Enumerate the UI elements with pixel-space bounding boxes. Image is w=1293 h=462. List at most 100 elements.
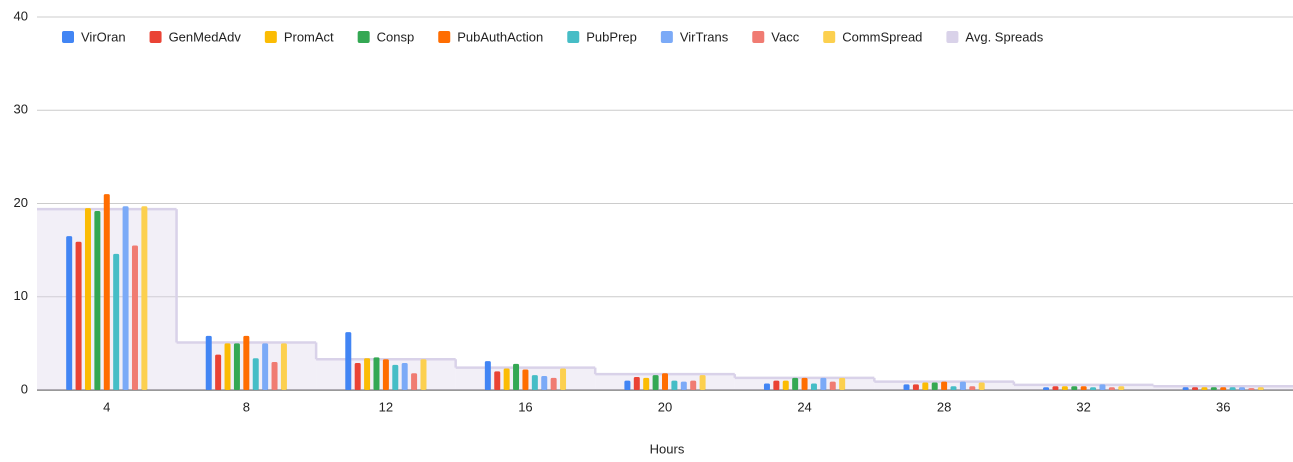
bar bbox=[271, 362, 278, 390]
bar bbox=[931, 382, 938, 390]
x-tick-label: 32 bbox=[1076, 399, 1090, 414]
legend-label: VirTrans bbox=[680, 29, 729, 44]
bar bbox=[252, 358, 259, 390]
bar bbox=[484, 361, 491, 390]
bar bbox=[224, 343, 231, 390]
bar bbox=[782, 380, 789, 390]
legend-swatch bbox=[567, 31, 580, 43]
bar bbox=[392, 364, 399, 390]
bar bbox=[522, 369, 529, 390]
bar bbox=[345, 332, 352, 390]
x-tick-label: 12 bbox=[379, 399, 393, 414]
bar bbox=[541, 376, 548, 390]
y-tick-label: 30 bbox=[14, 102, 28, 117]
legend-swatch bbox=[946, 31, 959, 43]
bar bbox=[1257, 387, 1264, 390]
bar bbox=[699, 375, 706, 390]
bar bbox=[94, 210, 101, 390]
bar bbox=[643, 377, 650, 390]
legend-label: PubAuthAction bbox=[457, 29, 543, 44]
bar bbox=[513, 363, 520, 390]
bar bbox=[1118, 386, 1125, 390]
legend-swatch bbox=[823, 31, 836, 43]
bar bbox=[364, 358, 371, 390]
bar bbox=[373, 357, 380, 390]
bar bbox=[103, 194, 110, 390]
bar bbox=[792, 377, 799, 390]
bar bbox=[205, 335, 212, 390]
bar bbox=[75, 241, 82, 390]
legend-label: VirOran bbox=[81, 29, 126, 44]
bar bbox=[401, 362, 408, 390]
bar bbox=[652, 375, 659, 390]
bar bbox=[978, 382, 985, 390]
bar bbox=[215, 354, 222, 390]
bar bbox=[671, 380, 678, 390]
bar bbox=[531, 375, 538, 390]
y-tick-label: 20 bbox=[14, 195, 28, 210]
y-tick-label: 10 bbox=[14, 288, 28, 303]
y-tick-label: 40 bbox=[14, 8, 28, 23]
legend-swatch bbox=[752, 31, 765, 43]
legend-label: GenMedAdv bbox=[169, 29, 242, 44]
bar bbox=[969, 386, 976, 390]
bar bbox=[1043, 387, 1050, 390]
bar bbox=[233, 343, 240, 390]
bar bbox=[662, 373, 668, 390]
bar bbox=[382, 359, 389, 390]
bar bbox=[1210, 387, 1217, 390]
bar bbox=[1099, 384, 1106, 390]
legend-swatch bbox=[149, 31, 162, 43]
bar bbox=[354, 362, 361, 390]
bar bbox=[550, 377, 557, 390]
bar bbox=[141, 206, 148, 390]
bar bbox=[1052, 386, 1059, 390]
legend-swatch bbox=[264, 31, 277, 43]
bar bbox=[503, 368, 510, 390]
bar bbox=[66, 236, 73, 390]
bar bbox=[113, 253, 120, 390]
x-tick-label: 8 bbox=[243, 399, 250, 414]
x-tick-label: 16 bbox=[518, 399, 532, 414]
bar bbox=[1192, 387, 1199, 390]
bar bbox=[773, 380, 780, 390]
bar bbox=[1201, 387, 1208, 390]
bar bbox=[624, 380, 631, 390]
bar bbox=[131, 245, 138, 390]
bar bbox=[801, 377, 808, 390]
bar bbox=[1090, 387, 1097, 390]
bar bbox=[1239, 387, 1246, 390]
bar bbox=[243, 335, 250, 390]
legend-label: PubPrep bbox=[586, 29, 637, 44]
bar bbox=[959, 381, 966, 390]
x-axis-title: Hours bbox=[650, 441, 685, 456]
bar bbox=[903, 384, 910, 390]
bar bbox=[280, 343, 287, 390]
legend-swatch bbox=[438, 31, 451, 43]
x-tick-label: 36 bbox=[1216, 399, 1230, 414]
bar bbox=[1220, 387, 1227, 390]
bar bbox=[839, 377, 846, 390]
bar bbox=[912, 384, 919, 390]
bar bbox=[84, 208, 91, 390]
bar bbox=[763, 383, 770, 390]
bar bbox=[680, 381, 687, 390]
bar bbox=[560, 368, 567, 390]
bar bbox=[1248, 388, 1255, 390]
x-tick-label: 24 bbox=[797, 399, 811, 414]
bar bbox=[1229, 387, 1236, 390]
x-tick-label: 20 bbox=[658, 399, 672, 414]
bar bbox=[820, 377, 827, 390]
bar bbox=[633, 376, 640, 390]
bar bbox=[1080, 386, 1087, 390]
legend-label: CommSpread bbox=[842, 29, 922, 44]
legend-swatch bbox=[660, 31, 673, 43]
bar bbox=[494, 371, 501, 390]
bar bbox=[1182, 387, 1189, 390]
bar bbox=[262, 343, 269, 390]
x-tick-label: 4 bbox=[103, 399, 110, 414]
bar bbox=[1071, 386, 1078, 390]
legend-label: PromAct bbox=[284, 29, 334, 44]
legend-swatch bbox=[357, 31, 370, 43]
